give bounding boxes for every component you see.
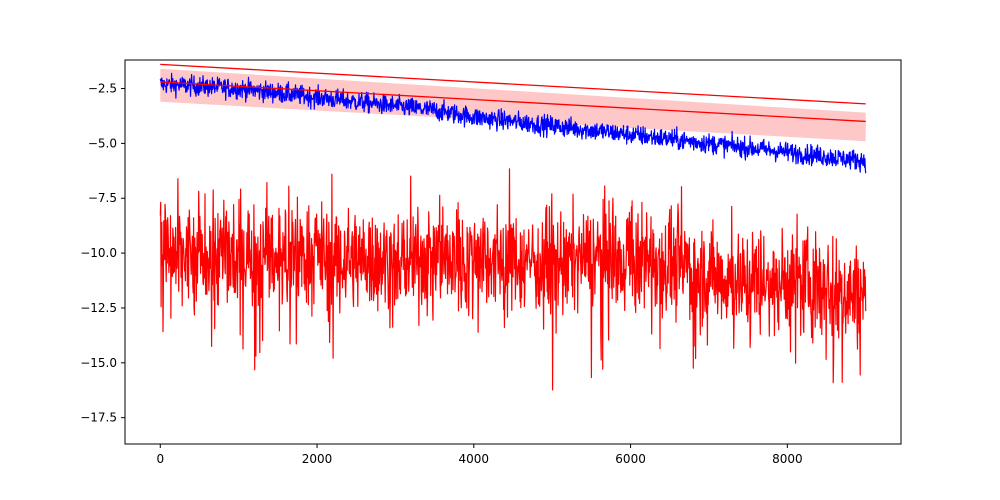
confidence-band: [160, 68, 866, 142]
plot-area: [159, 63, 867, 391]
x-tick-label: 4000: [459, 452, 490, 466]
series-line-3: [160, 81, 866, 123]
x-axis: 0 2000 4000 6000 8000: [156, 444, 803, 466]
series-line-2: [160, 63, 866, 105]
axes-frame: [124, 59, 902, 445]
y-tick-label: −17.5: [80, 411, 117, 425]
series-line-1: [159, 168, 867, 391]
x-tick-label: 0: [156, 452, 164, 466]
y-tick-label: −10.0: [80, 246, 117, 260]
y-tick-label: −12.5: [80, 301, 117, 315]
x-tick-label: 8000: [772, 452, 803, 466]
x-tick-label: 6000: [615, 452, 646, 466]
y-tick-label: −2.5: [88, 82, 117, 96]
series-line-0: [159, 72, 867, 174]
y-tick-label: −5.0: [88, 136, 117, 150]
x-tick-label: 2000: [302, 452, 333, 466]
y-tick-label: −15.0: [80, 356, 117, 370]
y-tick-label: −7.5: [88, 191, 117, 205]
y-axis: −2.5 −5.0 −7.5 −10.0 −12.5 −15.0 −17.5: [80, 82, 125, 425]
